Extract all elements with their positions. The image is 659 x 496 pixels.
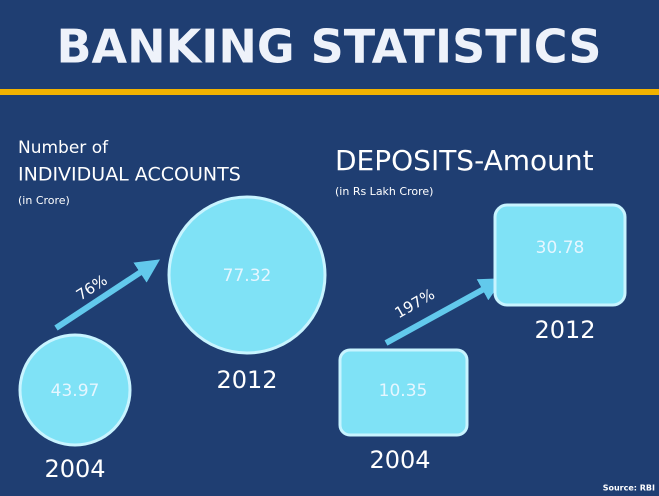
value: 43.97 [51, 381, 100, 401]
divider [0, 89, 659, 95]
year: 2012 [534, 316, 595, 344]
circle [18, 333, 132, 447]
arrow [54, 259, 161, 331]
value: 30.78 [536, 238, 585, 258]
unit: (in Crore) [18, 194, 70, 207]
source: Source: RBI [603, 484, 655, 493]
year: 2004 [369, 446, 430, 474]
year: 2004 [44, 455, 105, 483]
value: 10.35 [379, 381, 428, 401]
heading: DEPOSITS-Amount [335, 144, 594, 177]
box [338, 348, 469, 437]
year: 2012 [216, 366, 277, 394]
heading-line: INDIVIDUAL ACCOUNTS [18, 164, 241, 186]
unit: (in Rs Lakh Crore) [335, 185, 433, 198]
title: BANKING STATISTICS [56, 20, 601, 74]
circle [167, 195, 327, 355]
box [493, 203, 627, 307]
arrow [384, 278, 504, 346]
heading-line: Number of [18, 138, 109, 158]
value: 77.32 [223, 266, 272, 286]
